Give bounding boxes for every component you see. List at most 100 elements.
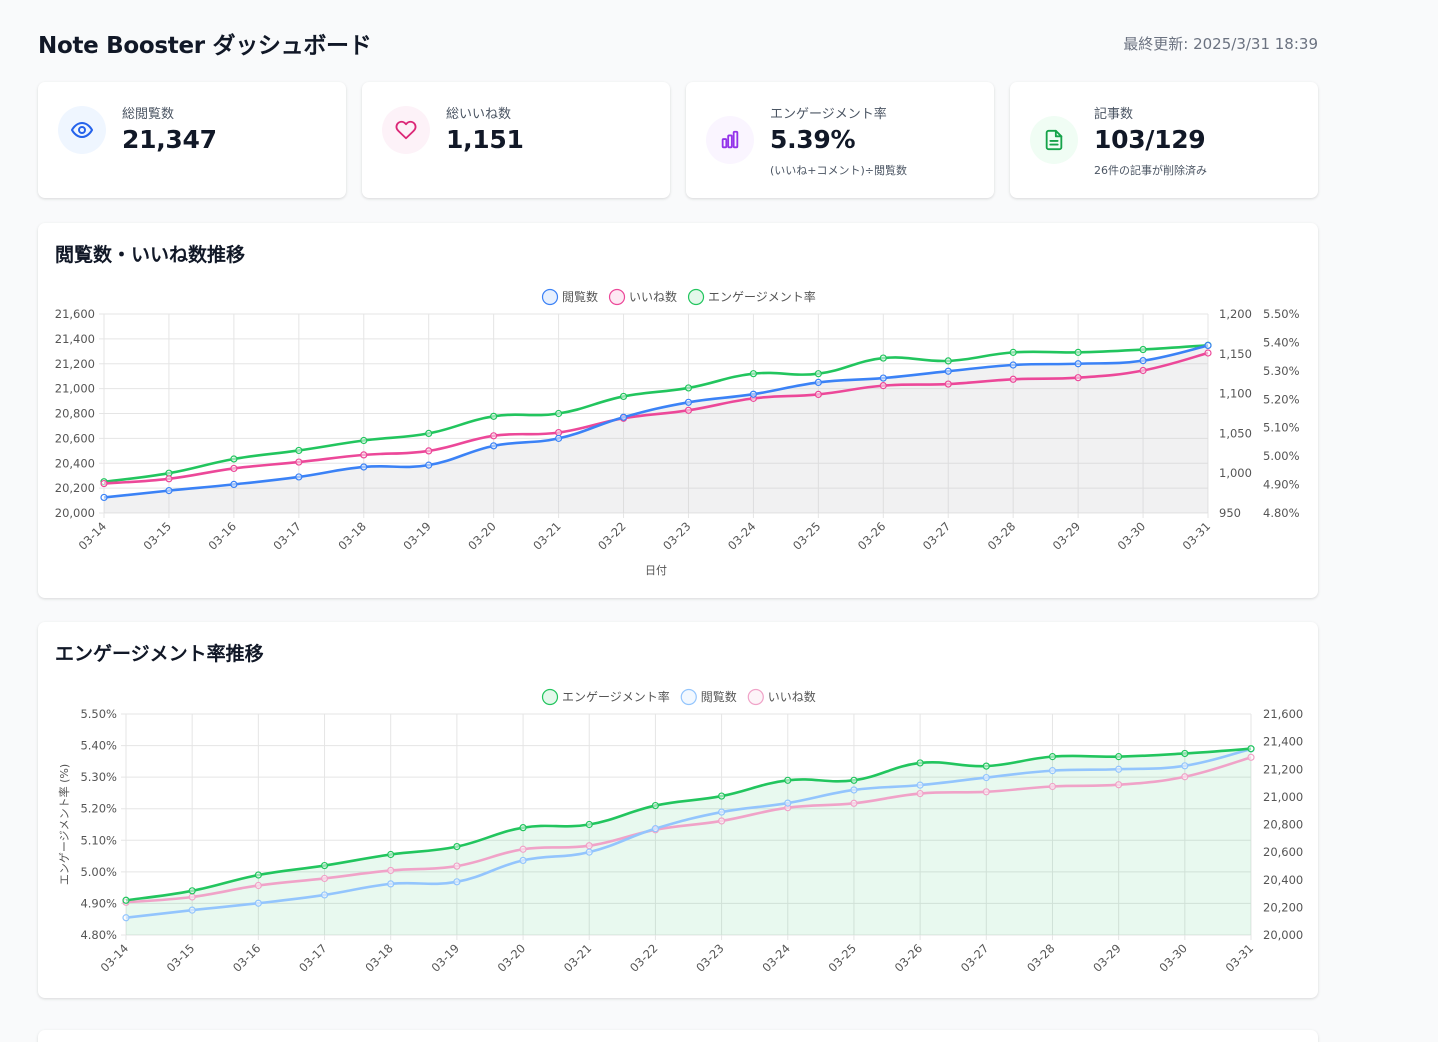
- data-point: [814, 378, 822, 387]
- legend-item-label: いいね数: [629, 289, 677, 304]
- data-point: [165, 475, 173, 483]
- data-point: [850, 776, 858, 784]
- stat-value: 5.39%: [770, 125, 856, 154]
- y-axis-tick-label: 5.10%: [80, 833, 117, 847]
- stat-value: 21,347: [122, 125, 217, 154]
- x-axis-tick-label: 03-19: [428, 941, 462, 975]
- x-axis-tick-label: 03-22: [627, 941, 661, 975]
- x-axis-tick-label: 03-29: [1090, 941, 1124, 975]
- stat-card-engagement: エンゲージメント率 5.39% (いいね+コメント)÷閲覧数: [686, 82, 994, 198]
- data-point: [1115, 781, 1123, 789]
- data-point: [254, 899, 262, 907]
- data-point: [1009, 361, 1017, 369]
- series-line: [125, 747, 1252, 920]
- y-axis-right-tick-label: 20,400: [1263, 873, 1303, 887]
- y-axis-right-tick-label: 20,600: [1263, 845, 1303, 859]
- y-axis-right-tick-label: 5.30%: [1263, 364, 1300, 378]
- y-axis-right-tick-label: 21,400: [1263, 735, 1303, 749]
- y-axis-right-tick-label: 4.80%: [1263, 506, 1300, 520]
- data-point: [1048, 767, 1057, 775]
- data-point: [651, 801, 660, 810]
- data-point: [295, 446, 303, 455]
- chart-grid: [99, 313, 1209, 518]
- data-point: [188, 906, 196, 914]
- data-point: [814, 390, 822, 398]
- y-axis-right-tick-label: 20,800: [1263, 818, 1303, 832]
- data-point: [519, 824, 527, 832]
- data-point: [490, 412, 498, 420]
- x-axis-tick-label: 03-23: [660, 519, 694, 553]
- y-axis-right-tick-label: 21,600: [1263, 707, 1303, 721]
- x-axis-tick-label: 03-15: [164, 941, 198, 975]
- series-line: [103, 344, 1209, 499]
- y-axis-tick-label: 5.40%: [80, 739, 117, 753]
- data-point: [254, 871, 262, 879]
- last-updated-text: 最終更新: 2025/3/31 18:39: [1123, 35, 1318, 53]
- series-line: [125, 747, 1252, 902]
- data-point: [320, 891, 329, 899]
- legend-item-label: いいね数: [768, 689, 816, 704]
- data-point: [1048, 782, 1057, 791]
- x-axis-tick-label: 03-14: [76, 519, 110, 553]
- data-point: [1074, 360, 1082, 368]
- x-axis-tick-label: 03-26: [892, 941, 926, 975]
- series-line: [103, 351, 1209, 485]
- x-axis-tick-label: 03-29: [1050, 519, 1084, 553]
- x-axis-tick-label: 03-31: [1223, 941, 1257, 975]
- y-axis-right-tick-label: 1,200: [1219, 307, 1252, 321]
- data-point: [360, 451, 368, 459]
- data-point: [982, 788, 990, 796]
- y-axis-tick-label: 21,000: [55, 382, 95, 396]
- legend-item-label: 閲覧数: [701, 689, 737, 704]
- data-point: [425, 429, 433, 437]
- data-point: [453, 843, 461, 851]
- data-point: [1181, 749, 1189, 758]
- data-point: [122, 914, 130, 922]
- x-axis-tick-label: 03-14: [98, 941, 132, 975]
- y-axis-right-tick-label: 5.10%: [1263, 421, 1300, 435]
- stat-label: エンゲージメント率: [770, 107, 887, 122]
- data-point: [585, 848, 593, 856]
- legend-item-label: エンゲージメント率: [708, 289, 816, 304]
- x-axis-tick-label: 03-24: [759, 941, 793, 975]
- y-axis-right-tick-label: 5.40%: [1263, 335, 1300, 349]
- x-axis-tick-label: 03-31: [1180, 519, 1214, 553]
- stat-label: 総いいね数: [446, 107, 512, 122]
- series-line: [125, 756, 1252, 904]
- y-axis-right-tick-label: 1,050: [1219, 426, 1252, 440]
- data-point: [684, 398, 693, 406]
- data-point: [519, 845, 527, 853]
- data-point: [850, 786, 858, 794]
- y-axis-tick-label: 21,200: [55, 357, 95, 371]
- stat-label: 記事数: [1094, 107, 1134, 122]
- data-point: [360, 436, 368, 445]
- series-area-fill: [126, 748, 1251, 935]
- legend-marker: [541, 688, 559, 706]
- x-axis-tick-label: 03-30: [1156, 941, 1190, 975]
- y-axis-tick-label: 21,400: [55, 332, 95, 346]
- data-point: [230, 455, 238, 463]
- data-point: [320, 861, 329, 870]
- x-axis-tick-label: 03-21: [530, 519, 564, 553]
- x-axis-tick-label: 03-25: [826, 941, 860, 975]
- x-axis-tick-label: 03-25: [790, 519, 824, 553]
- data-point: [585, 820, 593, 829]
- data-point: [453, 878, 461, 886]
- data-point: [982, 762, 990, 770]
- data-point: [453, 862, 461, 870]
- document-icon: [1030, 116, 1078, 164]
- data-point: [188, 893, 196, 901]
- data-point: [188, 887, 196, 895]
- data-point: [100, 493, 108, 502]
- x-axis-tick-label: 03-15: [141, 519, 175, 553]
- x-axis-tick-label: 03-18: [362, 941, 396, 975]
- y-axis-tick-label: 4.80%: [80, 928, 117, 942]
- data-point: [1247, 745, 1255, 753]
- x-axis-tick-label: 03-16: [205, 519, 239, 553]
- y-axis-tick-label: 5.50%: [80, 707, 117, 721]
- y-axis-right-tick-label: 21,200: [1263, 762, 1303, 776]
- heart-icon: [382, 106, 430, 154]
- data-point: [1181, 773, 1189, 781]
- legend-marker: [541, 288, 559, 306]
- data-point: [490, 432, 498, 440]
